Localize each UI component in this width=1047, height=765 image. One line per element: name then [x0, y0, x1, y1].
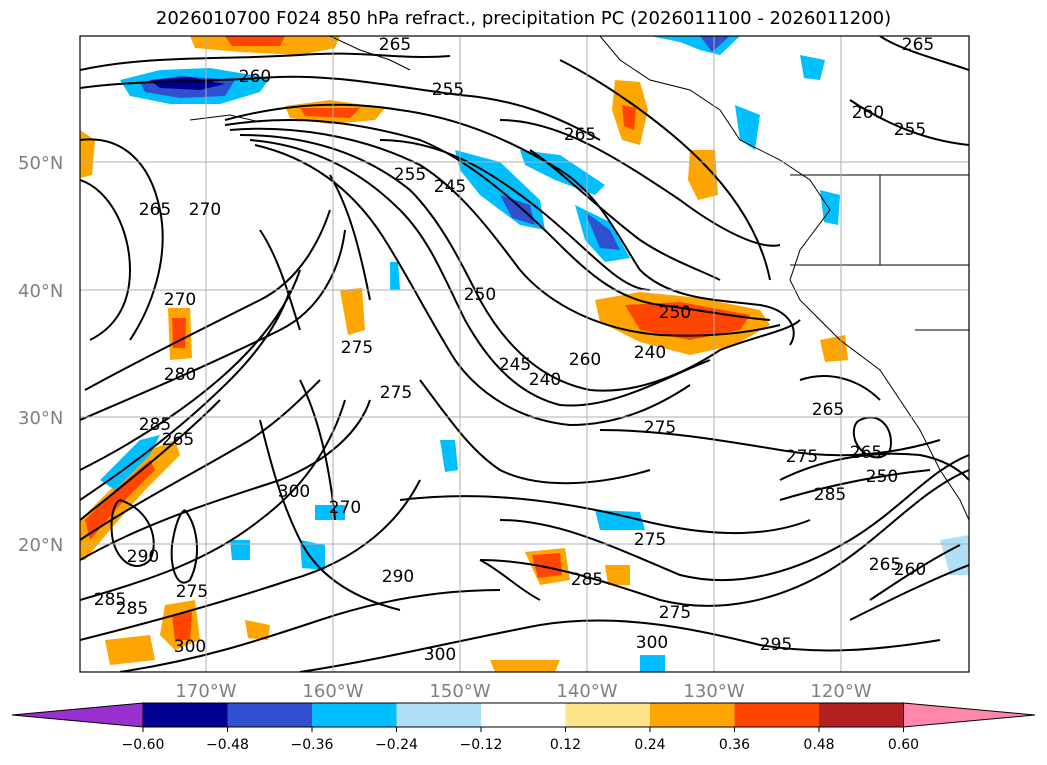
colorbar-extend-max: [903, 702, 1036, 728]
contour-label: 265: [850, 443, 882, 463]
precip-shading: [80, 36, 969, 672]
colorbar-tick-label: 0.48: [803, 737, 834, 753]
colorbar-tick-label: 0.12: [550, 737, 581, 753]
lon-label-150w: 150°W: [429, 681, 490, 702]
colorbar-segment: [312, 703, 397, 727]
contour-label: 265: [139, 200, 171, 220]
contour-label: 295: [760, 635, 792, 655]
contour-label: 275: [644, 418, 676, 438]
contour-label: 290: [382, 567, 414, 587]
contour-label: 265: [812, 400, 844, 420]
contour-label: 245: [499, 355, 531, 375]
lon-label-130w: 130°W: [683, 681, 744, 702]
colorbar: −0.60 −0.48 −0.36 −0.24 −0.12 0.12 0.24 0.36 0.4…: [11, 702, 1036, 753]
lon-label-120w: 120°W: [810, 681, 871, 702]
contour-label: 250: [659, 303, 691, 323]
lon-label-160w: 160°W: [302, 681, 363, 702]
colorbar-segment: [650, 703, 735, 727]
contour-label: 285: [814, 485, 846, 505]
colorbar-tick-label: −0.60: [122, 737, 165, 753]
colorbar-tick-label: −0.24: [375, 737, 418, 753]
contour-label: 285: [139, 415, 171, 435]
contour-label: 275: [176, 582, 208, 602]
contour-label: 260: [894, 560, 926, 580]
contour-label: 300: [636, 633, 668, 653]
contour-label: 300: [278, 482, 310, 502]
refractivity-contours: [80, 36, 969, 672]
colorbar-tick-label: −0.36: [291, 737, 334, 753]
colorbar-segment: [143, 703, 228, 727]
lon-label-140w: 140°W: [556, 681, 617, 702]
contour-label: 255: [894, 120, 926, 140]
contour-label: 290: [127, 547, 159, 567]
colorbar-outline: [142, 702, 904, 728]
contour-label: 275: [659, 603, 691, 623]
lat-label-40n: 40°N: [18, 281, 63, 302]
colorbar-tick-label: 0.36: [719, 737, 750, 753]
lat-label-50n: 50°N: [18, 153, 63, 174]
contour-label: 250: [866, 467, 898, 487]
contour-label: 250: [464, 285, 496, 305]
lon-label-170w: 170°W: [175, 681, 236, 702]
contour-label: 265: [379, 35, 411, 55]
contour-label: 275: [380, 383, 412, 403]
colorbar-extend-min: [11, 702, 144, 728]
map-frame: [79, 35, 970, 673]
contour-label: 240: [529, 370, 561, 390]
colorbar-segment: [819, 703, 904, 727]
contour-label: 265: [162, 430, 194, 450]
contour-label: 260: [569, 350, 601, 370]
contour-label: 300: [174, 637, 206, 657]
contour-label: 270: [164, 290, 196, 310]
graticule: [80, 36, 969, 672]
contour-label: 280: [164, 365, 196, 385]
coastline: [189, 36, 969, 521]
colorbar-segment: [227, 703, 312, 727]
contour-label: 255: [394, 165, 426, 185]
lat-label-30n: 30°N: [18, 408, 63, 429]
latitude-labels: 50°N 40°N 30°N 20°N: [18, 153, 63, 556]
contour-label: 300: [424, 645, 456, 665]
colorbar-segment: [734, 703, 819, 727]
colorbar-tick-label: −0.48: [206, 737, 249, 753]
colorbar-segment: [481, 703, 566, 727]
contour-label: 285: [116, 599, 148, 619]
colorbar-tick-label: 0.24: [634, 737, 665, 753]
colorbar-segment: [565, 703, 650, 727]
colorbar-tick-label: −0.12: [460, 737, 503, 753]
contour-label: 285: [94, 590, 126, 610]
contour-label: 265: [869, 555, 901, 575]
contour-label: 265: [902, 35, 934, 55]
colorbar-segment: [396, 703, 481, 727]
contour-label: 275: [786, 447, 818, 467]
contour-label: 285: [571, 570, 603, 590]
contour-label: 240: [634, 343, 666, 363]
chart-title: 2026010700 F024 850 hPa refract., precip…: [155, 8, 892, 29]
lat-label-20n: 20°N: [18, 535, 63, 556]
colorbar-tick-label: 0.60: [888, 737, 919, 753]
contour-label: 260: [239, 67, 271, 87]
contour-label: 275: [341, 338, 373, 358]
contour-label: 275: [634, 530, 666, 550]
contour-label: 260: [852, 103, 884, 123]
contour-label: 245: [434, 177, 466, 197]
contour-label: 270: [189, 200, 221, 220]
longitude-labels: 170°W 160°W 150°W 140°W 130°W 120°W: [175, 681, 871, 702]
contour-label: 265: [564, 125, 596, 145]
contour-label: 255: [432, 80, 464, 100]
contour-label: 270: [329, 498, 361, 518]
